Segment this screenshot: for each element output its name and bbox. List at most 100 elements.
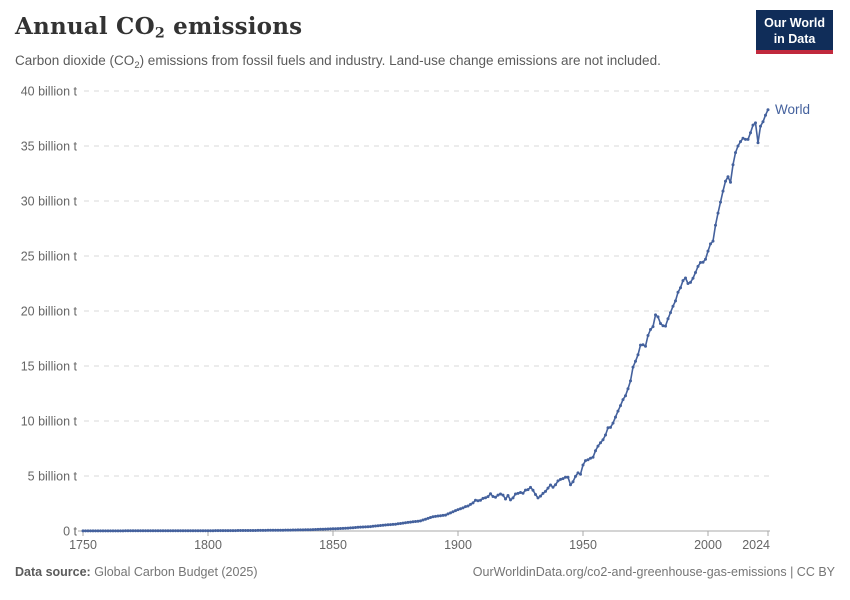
x-axis-tick-label: 1750 xyxy=(69,538,97,552)
data-point xyxy=(326,527,330,531)
data-point xyxy=(754,121,757,125)
data-point xyxy=(126,529,130,533)
data-point xyxy=(621,398,625,402)
data-point xyxy=(539,494,542,498)
data-point xyxy=(681,279,685,283)
data-point xyxy=(434,514,437,518)
line-chart-canvas[interactable]: 0 t 5 billion t 10 billion t 15 billion t 20… xyxy=(0,80,850,560)
data-point xyxy=(496,493,500,497)
data-point xyxy=(489,492,492,496)
data-point xyxy=(541,491,545,495)
data-point xyxy=(111,529,115,533)
data-point xyxy=(99,529,102,533)
data-point xyxy=(89,529,92,533)
data-point xyxy=(746,137,750,141)
data-point xyxy=(341,526,345,530)
y-axis-tick-label: 20 billion t xyxy=(21,305,78,319)
data-point xyxy=(451,510,455,514)
data-point xyxy=(386,523,390,527)
data-point xyxy=(734,151,737,155)
data-point xyxy=(674,299,677,303)
data-point xyxy=(524,488,527,492)
data-point xyxy=(374,524,377,528)
data-point xyxy=(511,496,515,500)
data-point xyxy=(566,475,570,479)
data-point xyxy=(446,512,450,516)
data-point xyxy=(606,426,610,430)
data-point xyxy=(554,483,557,487)
x-axis-tick-label: 1950 xyxy=(569,538,597,552)
data-point xyxy=(481,496,485,500)
series-world[interactable]: World xyxy=(81,102,811,533)
owid-logo-line1: Our World xyxy=(764,16,825,30)
data-point xyxy=(324,527,327,531)
data-point xyxy=(749,131,752,135)
chart-plot-area[interactable]: 0 t 5 billion t 10 billion t 15 billion t 20… xyxy=(0,80,850,560)
data-point xyxy=(751,123,755,127)
chart-subtitle-prefix: Carbon dioxide (CO xyxy=(15,53,135,68)
data-point xyxy=(139,529,142,533)
data-point xyxy=(761,120,765,124)
chart-title-subscript: 2 xyxy=(154,25,165,42)
data-point xyxy=(571,480,575,484)
data-point xyxy=(194,529,197,533)
data-point xyxy=(474,498,477,502)
data-point xyxy=(274,528,277,532)
data-point xyxy=(729,180,732,184)
series-end-label[interactable]: World xyxy=(775,102,810,117)
data-point xyxy=(411,520,415,524)
data-point xyxy=(116,529,120,533)
data-point xyxy=(504,497,507,501)
data-point xyxy=(356,525,360,529)
data-point xyxy=(686,282,690,285)
data-point xyxy=(564,475,567,479)
data-point xyxy=(271,528,275,532)
data-point xyxy=(766,108,770,112)
data-point xyxy=(369,525,372,529)
data-point xyxy=(516,491,520,495)
data-point xyxy=(204,529,207,533)
data-point xyxy=(464,505,467,509)
data-point xyxy=(486,495,490,499)
data-point xyxy=(459,507,462,511)
data-point xyxy=(679,286,682,290)
data-point xyxy=(649,328,652,331)
data-point xyxy=(579,472,582,476)
data-point xyxy=(254,529,257,532)
data-point xyxy=(441,513,445,517)
data-point xyxy=(634,359,637,363)
data-point xyxy=(109,529,112,533)
data-point xyxy=(354,526,357,529)
data-point xyxy=(251,529,255,532)
data-point xyxy=(114,529,117,533)
data-point xyxy=(719,200,722,204)
data-point xyxy=(544,489,547,493)
data-point xyxy=(414,520,417,523)
data-point xyxy=(211,529,215,533)
owid-logo[interactable]: Our World in Data xyxy=(756,10,833,54)
data-point xyxy=(616,409,620,413)
data-point xyxy=(416,519,420,523)
data-point xyxy=(351,526,355,530)
data-point xyxy=(179,529,182,533)
data-point xyxy=(231,529,235,533)
chart-title-prefix: Annual CO xyxy=(15,13,155,40)
data-point xyxy=(286,528,290,532)
data-point xyxy=(266,528,270,532)
y-axis-tick-label: 30 billion t xyxy=(21,195,78,209)
citation-url[interactable]: OurWorldinData.org/co2-and-greenhouse-ga… xyxy=(472,565,835,579)
y-axis-tick-label: 40 billion t xyxy=(21,85,78,99)
data-point xyxy=(561,477,565,481)
data-point xyxy=(299,528,302,532)
data-point xyxy=(86,529,90,533)
data-point xyxy=(101,529,105,533)
data-point xyxy=(311,528,315,532)
data-point xyxy=(639,343,642,347)
data-point xyxy=(466,504,470,508)
data-point xyxy=(264,528,267,532)
data-point xyxy=(739,140,742,144)
series-line[interactable] xyxy=(82,108,769,532)
data-point xyxy=(514,492,517,496)
data-point xyxy=(119,529,122,533)
data-point xyxy=(144,529,147,533)
